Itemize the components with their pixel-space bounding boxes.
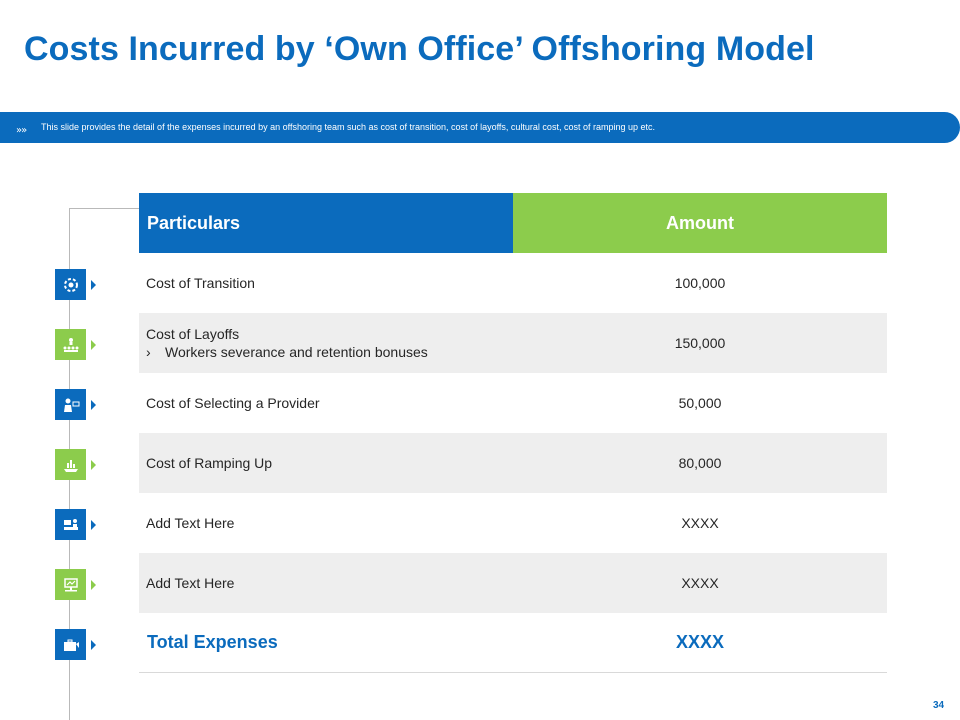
- row-label: Add Text Here: [146, 515, 235, 531]
- row-amount: 50,000: [678, 395, 722, 411]
- table-row: Add Text Here XXXX: [139, 493, 887, 553]
- row-label: Cost of Ramping Up: [146, 455, 273, 471]
- table-header: Particulars Amount: [139, 193, 887, 253]
- row-amount: 100,000: [674, 275, 726, 291]
- chevron-icon: »»: [16, 125, 27, 136]
- row-amount: XXXX: [681, 515, 719, 531]
- total-label: Total Expenses: [147, 632, 278, 652]
- banner-description: This slide provides the detail of the ex…: [41, 122, 655, 132]
- row-sub-item: › Workers severance and retention bonuses: [146, 344, 513, 360]
- table-row: Cost of Layoffs › Workers severance and r…: [139, 313, 887, 373]
- row-pointer-icon: [91, 400, 96, 410]
- row-pointer-icon: [91, 280, 96, 290]
- desk-person-icon: [55, 509, 86, 540]
- connector-line-horizontal: [69, 208, 139, 209]
- cost-table: Particulars Amount Cost of Transition 10…: [139, 193, 887, 673]
- monitor-chart-icon: [55, 569, 86, 600]
- row-pointer-icon: [91, 580, 96, 590]
- row-label: Cost of Transition: [146, 275, 255, 291]
- row-pointer-icon: [91, 640, 96, 650]
- row-pointer-icon: [91, 340, 96, 350]
- row-amount: 80,000: [678, 455, 722, 471]
- total-amount: XXXX: [675, 632, 725, 652]
- row-label-group: Cost of Layoffs › Workers severance and r…: [139, 313, 513, 373]
- row-pointer-icon: [91, 520, 96, 530]
- gear-refresh-icon: [55, 269, 86, 300]
- row-amount: XXXX: [681, 575, 719, 591]
- row-label: Cost of Layoffs: [146, 326, 240, 342]
- briefcase-icon: [55, 629, 86, 660]
- team-hierarchy-icon: [55, 329, 86, 360]
- total-row: Total Expenses XXXX: [139, 613, 887, 673]
- table-row: Cost of Selecting a Provider 50,000: [139, 373, 887, 433]
- slide-title: Costs Incurred by ‘Own Office’ Offshorin…: [24, 30, 815, 68]
- header-amount: Amount: [513, 193, 887, 253]
- page-number: 34: [933, 700, 945, 711]
- growth-hand-icon: [55, 449, 86, 480]
- row-label: Cost of Selecting a Provider: [146, 395, 320, 411]
- table-row: Add Text Here XXXX: [139, 553, 887, 613]
- row-sub-label: Workers severance and retention bonuses: [165, 344, 428, 360]
- row-pointer-icon: [91, 460, 96, 470]
- table-row: Cost of Transition 100,000: [139, 253, 887, 313]
- table-row: Cost of Ramping Up 80,000: [139, 433, 887, 493]
- row-amount: 150,000: [674, 335, 726, 351]
- header-particulars: Particulars: [139, 193, 513, 253]
- row-label: Add Text Here: [146, 575, 235, 591]
- description-banner: »» This slide provides the detail of the…: [0, 112, 960, 143]
- presenter-icon: [55, 389, 86, 420]
- bullet-chevron: ›: [146, 344, 151, 360]
